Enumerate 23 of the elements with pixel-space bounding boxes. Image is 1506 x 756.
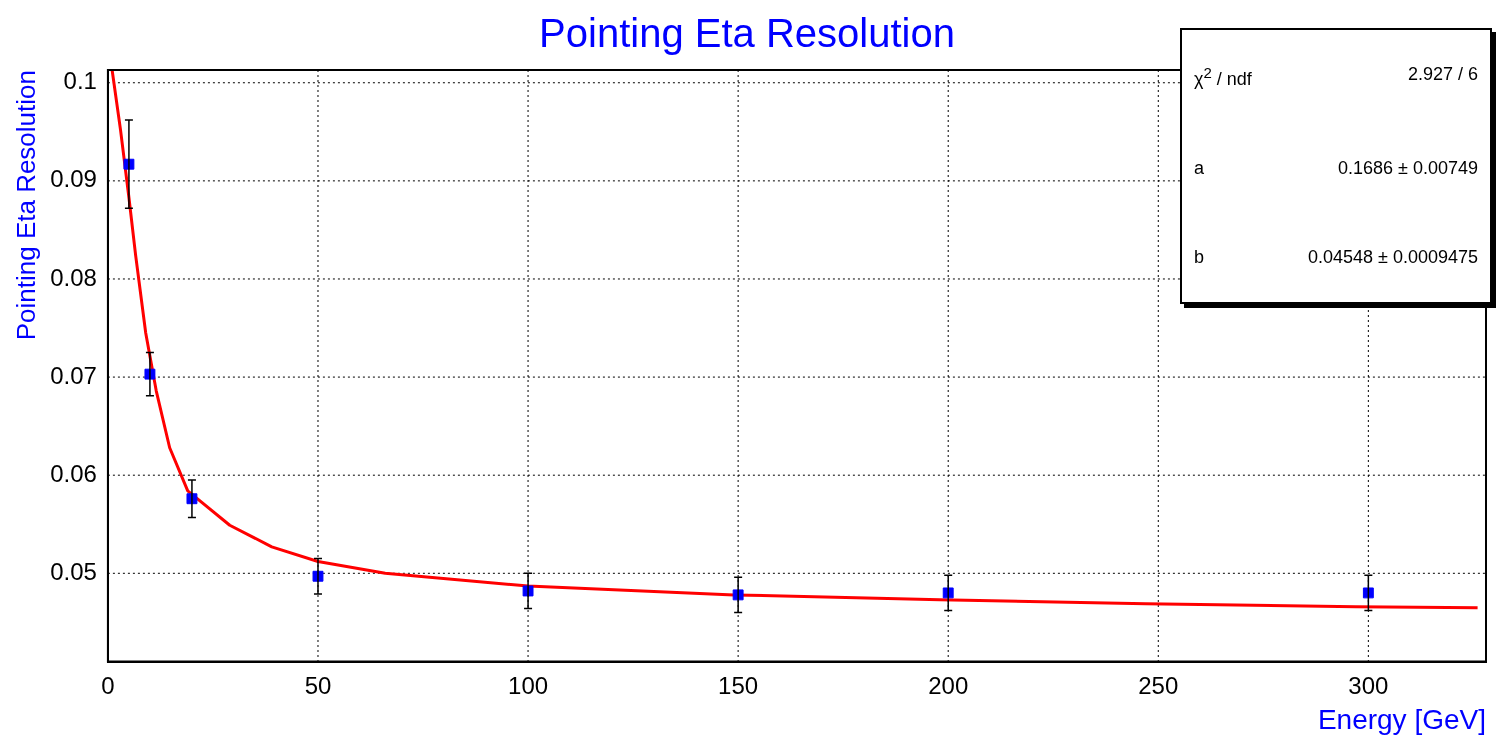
y-tick-label: 0.06	[50, 459, 97, 487]
y-axis-title: Pointing Eta Resolution	[10, 70, 41, 341]
y-tick-label: 0.09	[50, 165, 97, 193]
x-tick-label: 150	[718, 671, 759, 699]
x-axis-title: Energy [GeV]	[1317, 703, 1486, 735]
point	[1362, 587, 1374, 599]
x-tick-label: 300	[1348, 671, 1389, 699]
y-tick-label: 0.05	[50, 557, 97, 585]
chart-title: Pointing Eta Resolution	[539, 11, 955, 56]
annotation: χ$^{2}$ / ndf	[1194, 64, 1252, 90]
x-tick-label: 0	[101, 671, 115, 699]
annotation: 0.1686 ± 0.00749	[1337, 158, 1478, 179]
x-tick-label: 100	[508, 671, 549, 699]
y-tick-label: 0.08	[50, 263, 97, 291]
annotation: 2.927 / 6	[1407, 64, 1478, 86]
x-tick-label: 200	[928, 671, 969, 699]
y-tick-label: 0.07	[50, 361, 97, 389]
x-tick-label: 50	[304, 671, 332, 699]
annotation: a	[1194, 158, 1205, 179]
annotation: b	[1194, 247, 1205, 268]
x-tick-label: 250	[1138, 671, 1179, 699]
annotation: 0.04548 ± 0.0009475	[1307, 247, 1478, 268]
y-tick-label: 0.1	[63, 67, 97, 95]
